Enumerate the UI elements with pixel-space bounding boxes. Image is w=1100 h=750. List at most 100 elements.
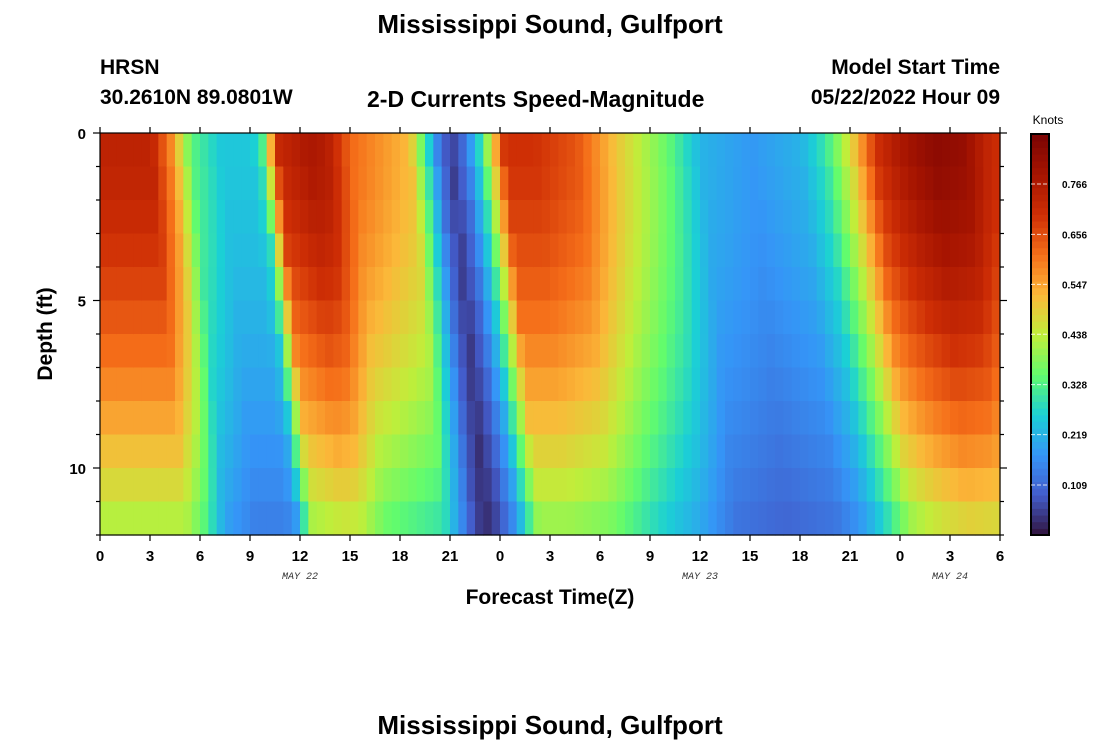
heatmap-cell: [691, 367, 701, 402]
heatmap-cell: [833, 501, 843, 536]
heatmap-cell: [541, 267, 551, 302]
heatmap-cell: [525, 267, 534, 302]
heatmap-cell: [533, 468, 543, 503]
heatmap-cell: [216, 133, 226, 168]
heatmap-cell: [550, 166, 559, 201]
heatmap-cell: [991, 267, 1001, 302]
heatmap-cell: [283, 267, 293, 302]
heatmap-cell: [825, 334, 834, 369]
heatmap-cell: [133, 133, 143, 168]
heatmap-cell: [691, 334, 701, 369]
heatmap-cell: [116, 166, 126, 201]
heatmap-cell: [141, 334, 151, 369]
colorbar-segment: [1031, 267, 1049, 275]
colorbar-segment: [1031, 441, 1049, 449]
heatmap-cell: [250, 267, 259, 302]
heatmap-cell: [875, 233, 884, 268]
heatmap-cell: [533, 200, 543, 235]
heatmap-cell: [433, 133, 443, 168]
heatmap-cell: [283, 233, 293, 268]
heatmap-cell: [708, 133, 718, 168]
heatmap-cell: [925, 401, 934, 436]
heatmap-cell: [900, 233, 909, 268]
heatmap-cell: [458, 133, 468, 168]
heatmap-cell: [491, 200, 501, 235]
heatmap-cell: [675, 501, 684, 536]
heatmap-cell: [116, 300, 126, 335]
heatmap-cell: [666, 166, 676, 201]
heatmap-cell: [125, 166, 134, 201]
heatmap-cell: [575, 468, 584, 503]
heatmap-cell: [108, 334, 118, 369]
colorbar-segment: [1031, 147, 1049, 155]
heatmap-cell: [933, 133, 943, 168]
heatmap-cell: [375, 133, 384, 168]
heatmap-cell: [583, 233, 593, 268]
heatmap-cell: [616, 300, 626, 335]
heatmap-cell: [366, 501, 376, 536]
heatmap-cell: [200, 501, 209, 536]
heatmap-cell: [300, 367, 309, 402]
heatmap-cell: [258, 300, 268, 335]
heatmap-cell: [133, 468, 143, 503]
heatmap-cell: [658, 200, 668, 235]
heatmap-cell: [241, 468, 251, 503]
heatmap-cell: [208, 434, 218, 469]
heatmap-cell: [341, 267, 351, 302]
heatmap-cell: [341, 501, 351, 536]
heatmap-cell: [433, 468, 443, 503]
heatmap-cell: [358, 300, 368, 335]
heatmap-cell: [783, 468, 793, 503]
heatmap-cell: [650, 133, 659, 168]
x-tick-label: 15: [742, 548, 759, 565]
heatmap-cell: [391, 267, 401, 302]
heatmap-cell: [425, 233, 434, 268]
heatmap-cell: [325, 267, 334, 302]
heatmap-cell: [375, 300, 384, 335]
heatmap-cell: [808, 133, 818, 168]
heatmap-cell: [725, 401, 734, 436]
heatmap-cell: [483, 300, 493, 335]
heatmap-cell: [875, 300, 884, 335]
heatmap-cell: [583, 267, 593, 302]
heatmap-cell: [908, 367, 918, 402]
heatmap-cell: [741, 501, 751, 536]
heatmap-cell: [650, 434, 659, 469]
heatmap-cell: [466, 233, 476, 268]
heatmap-cell: [833, 401, 843, 436]
heatmap-cell: [200, 166, 209, 201]
heatmap-cell: [375, 434, 384, 469]
heatmap-cell: [408, 200, 418, 235]
heatmap-cell: [650, 468, 659, 503]
heatmap-cell: [583, 334, 593, 369]
heatmap-cell: [958, 133, 968, 168]
heatmap-cell: [641, 501, 651, 536]
heatmap-cell: [200, 133, 209, 168]
heatmap-cell: [158, 133, 168, 168]
heatmap-cell: [866, 468, 876, 503]
heatmap-cell: [775, 300, 784, 335]
heatmap-cell: [866, 401, 876, 436]
heatmap-cell: [666, 300, 676, 335]
heatmap-cell: [758, 133, 768, 168]
heatmap-cell: [466, 334, 476, 369]
heatmap-cell: [758, 233, 768, 268]
heatmap-cell: [825, 434, 834, 469]
model-start-value: 05/22/2022 Hour 09: [810, 86, 1000, 109]
heatmap-cell: [433, 367, 443, 402]
heatmap-cell: [225, 166, 234, 201]
heatmap-cell: [450, 166, 459, 201]
heatmap-cell: [225, 367, 234, 402]
heatmap-cell: [325, 501, 334, 536]
heatmap-cell: [391, 166, 401, 201]
heatmap-cell: [325, 367, 334, 402]
heatmap-cell: [991, 166, 1001, 201]
heatmap-cell: [783, 334, 793, 369]
heatmap-cell: [208, 367, 218, 402]
heatmap-cell: [183, 166, 193, 201]
heatmap-cell: [750, 200, 759, 235]
heatmap-cell: [158, 401, 168, 436]
heatmap-cell: [825, 267, 834, 302]
heatmap-cell: [966, 401, 976, 436]
colorbar-segment: [1031, 528, 1049, 536]
